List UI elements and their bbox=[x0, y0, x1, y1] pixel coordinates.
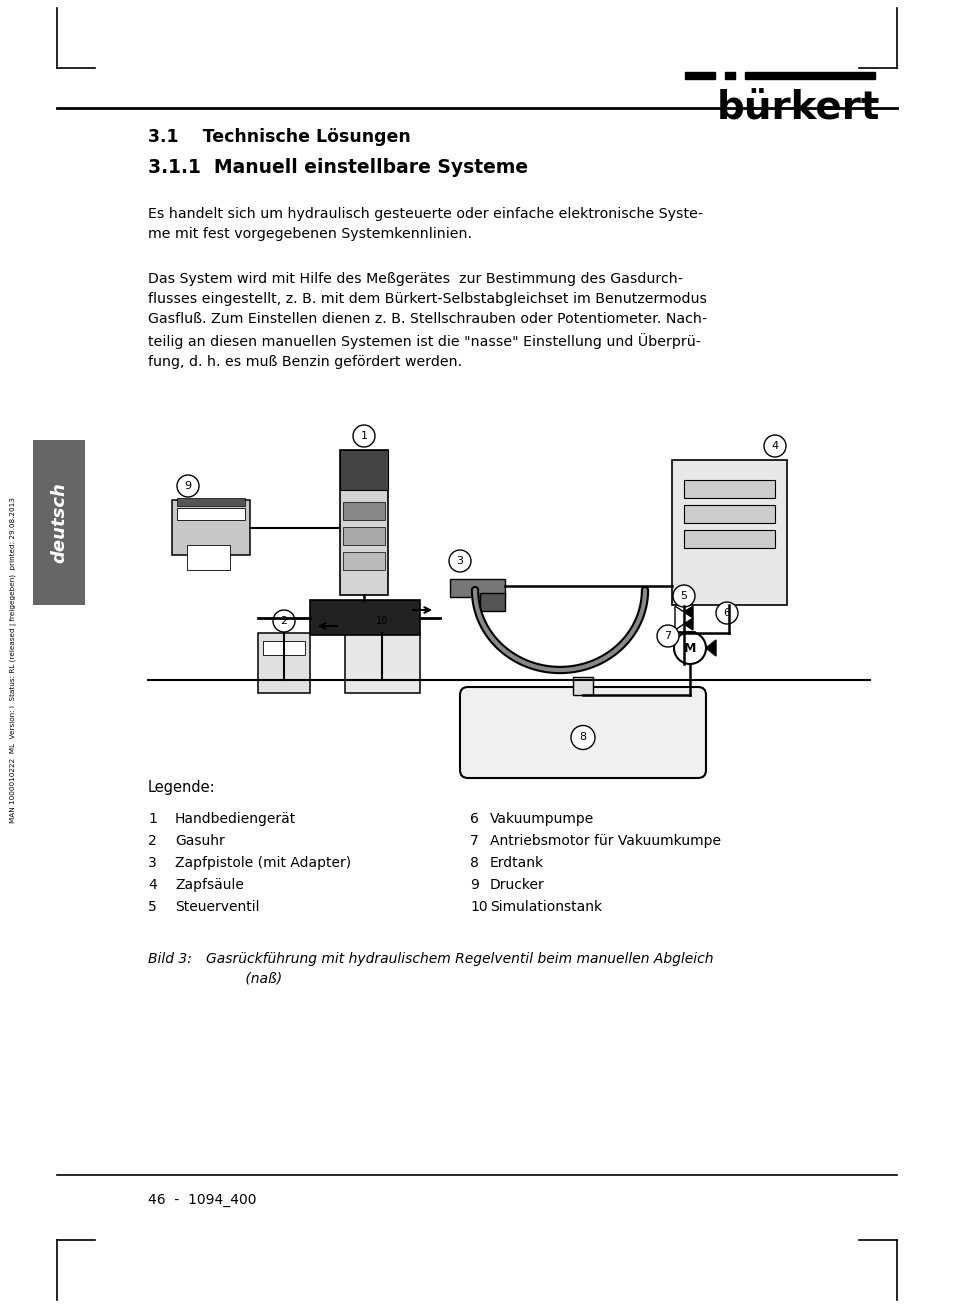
Circle shape bbox=[657, 625, 679, 647]
Bar bbox=[450, 579, 504, 597]
Bar bbox=[345, 633, 419, 693]
Text: Drucker: Drucker bbox=[490, 878, 544, 891]
Bar bbox=[683, 531, 774, 548]
Text: 7: 7 bbox=[470, 834, 478, 848]
Text: 3: 3 bbox=[148, 856, 156, 870]
Circle shape bbox=[571, 725, 595, 749]
Bar bbox=[683, 480, 774, 498]
Text: 9: 9 bbox=[184, 481, 192, 491]
Text: 1: 1 bbox=[360, 431, 367, 440]
Circle shape bbox=[449, 550, 471, 572]
Circle shape bbox=[353, 425, 375, 447]
Circle shape bbox=[273, 610, 294, 633]
Bar bbox=[263, 640, 305, 655]
Bar bbox=[671, 460, 786, 605]
Text: Gasuhr: Gasuhr bbox=[174, 834, 225, 848]
Text: Zapfsäule: Zapfsäule bbox=[174, 878, 244, 891]
Text: bürkert: bürkert bbox=[716, 90, 879, 128]
Bar bbox=[172, 501, 250, 555]
Circle shape bbox=[672, 586, 695, 606]
Text: 6: 6 bbox=[470, 812, 478, 826]
Bar bbox=[343, 502, 385, 520]
Text: 3.1.1  Manuell einstellbare Systeme: 3.1.1 Manuell einstellbare Systeme bbox=[148, 158, 528, 176]
Text: 46  -  1094_400: 46 - 1094_400 bbox=[148, 1193, 256, 1206]
Text: Simulationstank: Simulationstank bbox=[490, 901, 601, 914]
Text: Legende:: Legende: bbox=[148, 780, 215, 795]
Text: Zapfpistole (mit Adapter): Zapfpistole (mit Adapter) bbox=[174, 856, 351, 870]
Text: 2: 2 bbox=[148, 834, 156, 848]
Bar bbox=[33, 440, 85, 605]
Bar bbox=[310, 600, 419, 635]
Polygon shape bbox=[705, 640, 716, 656]
Text: Das System wird mit Hilfe des Meßgerätes  zur Bestimmung des Gasdurch-
flusses e: Das System wird mit Hilfe des Meßgerätes… bbox=[148, 272, 706, 369]
Bar bbox=[257, 633, 310, 693]
Text: 2: 2 bbox=[280, 616, 287, 626]
Bar bbox=[339, 450, 388, 490]
Bar bbox=[573, 677, 593, 695]
Text: 9: 9 bbox=[470, 878, 478, 891]
Text: 5: 5 bbox=[679, 591, 687, 601]
Text: Vakuumpumpe: Vakuumpumpe bbox=[490, 812, 594, 826]
Text: MAN 1000010222  ML  Version: I  Status: RL (released | freigegeben)  printed: 29: MAN 1000010222 ML Version: I Status: RL … bbox=[10, 497, 17, 823]
Text: 8: 8 bbox=[470, 856, 478, 870]
Text: 7: 7 bbox=[663, 631, 671, 640]
Bar bbox=[724, 72, 734, 78]
Bar bbox=[177, 498, 245, 506]
Bar bbox=[744, 72, 874, 78]
Bar bbox=[669, 631, 695, 633]
Text: 5: 5 bbox=[148, 901, 156, 914]
FancyBboxPatch shape bbox=[459, 687, 705, 778]
Text: 3: 3 bbox=[456, 555, 463, 566]
Polygon shape bbox=[675, 606, 692, 630]
Bar bbox=[683, 505, 774, 523]
Polygon shape bbox=[675, 606, 692, 630]
Text: Antriebsmotor für Vakuumkumpe: Antriebsmotor für Vakuumkumpe bbox=[490, 834, 720, 848]
Text: Gasrückführung mit hydraulischem Regelventil beim manuellen Abgleich
         (n: Gasrückführung mit hydraulischem Regelve… bbox=[206, 951, 713, 985]
Circle shape bbox=[716, 603, 738, 623]
Text: 8: 8 bbox=[578, 732, 586, 742]
Text: deutsch: deutsch bbox=[50, 482, 68, 563]
Circle shape bbox=[763, 435, 785, 457]
Bar bbox=[339, 450, 388, 595]
Text: Erdtank: Erdtank bbox=[490, 856, 543, 870]
Circle shape bbox=[673, 633, 705, 664]
Text: Bild 3:: Bild 3: bbox=[148, 951, 192, 966]
Text: 3.1    Technische Lösungen: 3.1 Technische Lösungen bbox=[148, 128, 411, 146]
Text: Steuerventil: Steuerventil bbox=[174, 901, 259, 914]
Text: 10: 10 bbox=[470, 901, 487, 914]
Text: 6: 6 bbox=[722, 608, 730, 618]
Bar bbox=[684, 72, 714, 78]
Bar bbox=[177, 508, 245, 520]
Bar bbox=[343, 552, 385, 570]
Bar bbox=[343, 527, 385, 545]
Bar bbox=[187, 545, 230, 570]
Circle shape bbox=[177, 474, 199, 497]
Bar bbox=[479, 593, 504, 610]
Text: 1: 1 bbox=[148, 812, 156, 826]
Text: Es handelt sich um hydraulisch gesteuerte oder einfache elektronische Syste-
me : Es handelt sich um hydraulisch gesteuert… bbox=[148, 207, 702, 240]
Text: M: M bbox=[683, 642, 696, 655]
Text: 4: 4 bbox=[771, 440, 778, 451]
Text: 10: 10 bbox=[376, 616, 388, 626]
Text: 4: 4 bbox=[148, 878, 156, 891]
Text: Handbediengerät: Handbediengerät bbox=[174, 812, 296, 826]
Circle shape bbox=[370, 609, 395, 633]
